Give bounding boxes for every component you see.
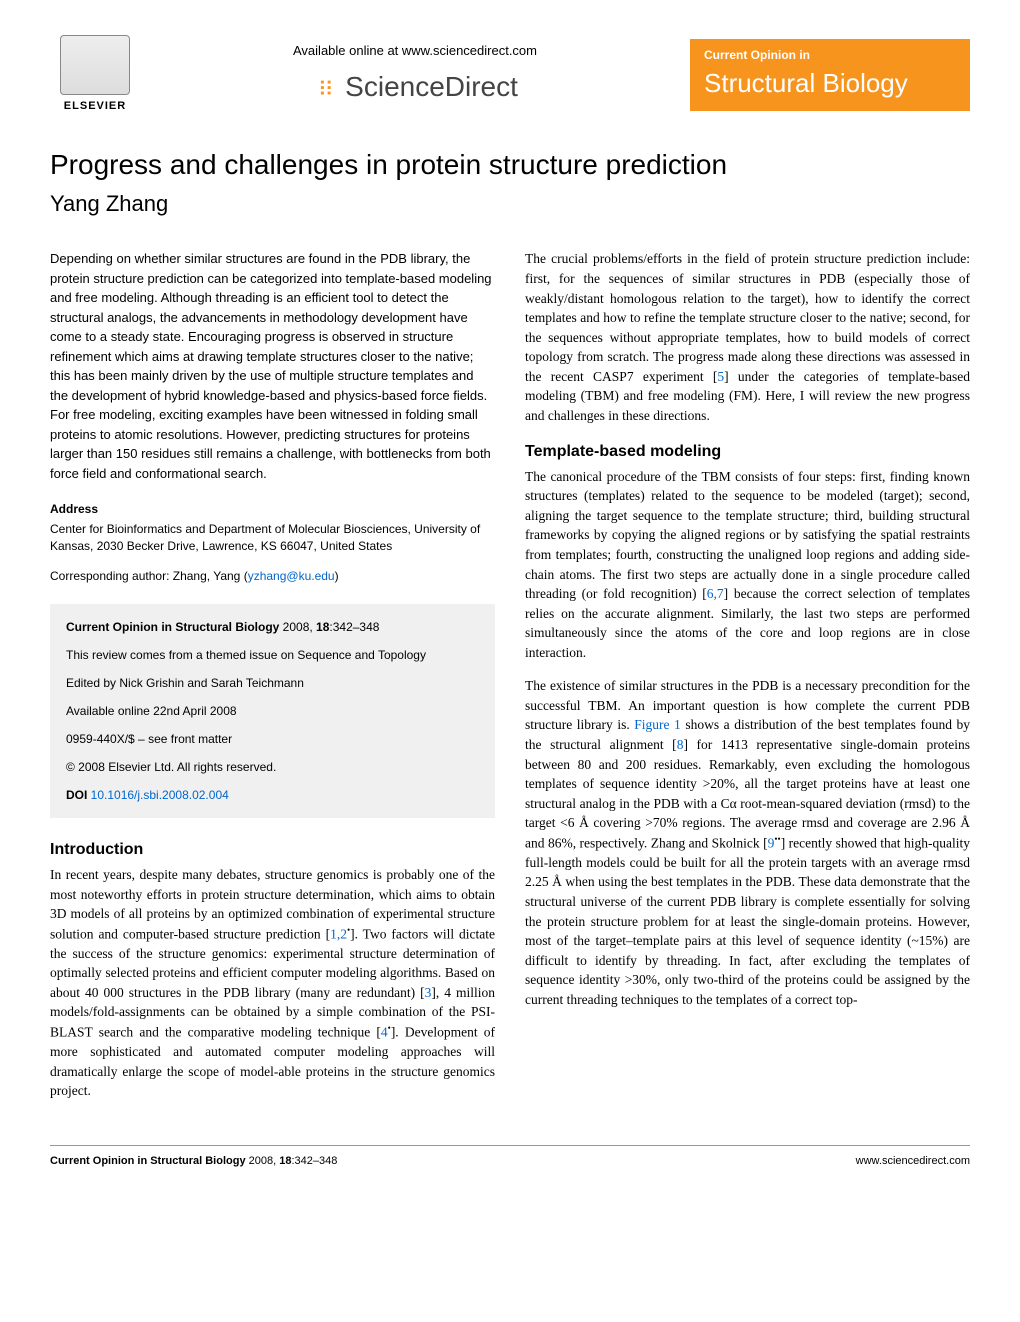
corresponding-author: Corresponding author: Zhang, Yang (yzhan… <box>50 568 495 585</box>
sd-dots-icon: ⠸⠇ <box>312 79 337 101</box>
right-column: The crucial problems/efforts in the fiel… <box>525 249 970 1114</box>
footer-left: Current Opinion in Structural Biology 20… <box>50 1154 337 1170</box>
citation-pages: :342–348 <box>329 620 379 634</box>
abstract-text: Depending on whether similar structures … <box>50 249 495 483</box>
intro-paragraph-1: In recent years, despite many debates, s… <box>50 865 495 1101</box>
doi-line: DOI 10.1016/j.sbi.2008.02.004 <box>66 786 479 804</box>
elsevier-label: ELSEVIER <box>64 99 126 115</box>
left-column: Depending on whether similar structures … <box>50 249 495 1114</box>
corresponding-prefix: Corresponding author: Zhang, Yang ( <box>50 569 248 583</box>
corresponding-suffix: ) <box>335 569 339 583</box>
citation-vol: 18 <box>316 620 329 634</box>
sciencedirect-text: ScienceDirect <box>345 71 518 102</box>
issn-line: 0959-440X/$ – see front matter <box>66 730 479 748</box>
journal-badge-main: Structural Biology <box>704 65 956 103</box>
available-online-date: Available online 22nd April 2008 <box>66 702 479 720</box>
tbm-text-2c: ] for 1413 representative single-domain … <box>525 737 970 850</box>
journal-badge-top: Current Opinion in <box>704 47 956 64</box>
two-column-layout: Depending on whether similar structures … <box>50 249 970 1114</box>
tbm-text-2d: ] recently showed that high-quality full… <box>525 835 970 1007</box>
address-body: Center for Bioinformatics and Department… <box>50 521 495 555</box>
journal-badge: Current Opinion in Structural Biology <box>690 39 970 110</box>
footer-journal: Current Opinion in Structural Biology <box>50 1155 246 1167</box>
citation-info-box: Current Opinion in Structural Biology 20… <box>50 604 495 818</box>
footer-year: 2008, <box>246 1155 280 1167</box>
themed-issue: This review comes from a themed issue on… <box>66 646 479 664</box>
tbm-paragraph-2: The existence of similar structures in t… <box>525 676 970 1009</box>
title-block: Progress and challenges in protein struc… <box>50 145 970 219</box>
ref-4[interactable]: 4 <box>381 1025 388 1040</box>
doi-label: DOI <box>66 788 91 802</box>
citation-year: 2008, <box>279 620 316 634</box>
footer-vol: 18 <box>279 1155 291 1167</box>
ref-6-7[interactable]: 6,7 <box>707 586 724 601</box>
col2-paragraph-1: The crucial problems/efforts in the fiel… <box>525 249 970 425</box>
sciencedirect-block: Available online at www.sciencedirect.co… <box>140 42 690 107</box>
copyright-line: © 2008 Elsevier Ltd. All rights reserved… <box>66 758 479 776</box>
figure-1-link[interactable]: Figure 1 <box>634 717 681 732</box>
editors: Edited by Nick Grishin and Sarah Teichma… <box>66 674 479 692</box>
footer-pages: :342–348 <box>291 1155 337 1167</box>
elsevier-tree-icon <box>60 35 130 95</box>
col2-text-a: The crucial problems/efforts in the fiel… <box>525 251 970 383</box>
citation-journal: Current Opinion in Structural Biology <box>66 620 279 634</box>
doi-link[interactable]: 10.1016/j.sbi.2008.02.004 <box>91 788 229 802</box>
introduction-heading: Introduction <box>50 838 495 861</box>
page-footer: Current Opinion in Structural Biology 20… <box>50 1145 970 1170</box>
tbm-heading: Template-based modeling <box>525 440 970 463</box>
address-heading: Address <box>50 501 495 518</box>
citation-line: Current Opinion in Structural Biology 20… <box>66 618 479 636</box>
available-online-text: Available online at www.sciencedirect.co… <box>140 42 690 61</box>
ref-1-2[interactable]: 1,2 <box>330 926 347 941</box>
footer-right: www.sciencedirect.com <box>856 1154 970 1170</box>
author-name: Yang Zhang <box>50 188 970 220</box>
sciencedirect-logo: ⠸⠇ ScienceDirect <box>140 67 690 108</box>
article-title: Progress and challenges in protein struc… <box>50 145 970 186</box>
page-header: ELSEVIER Available online at www.science… <box>50 30 970 120</box>
tbm-text-1a: The canonical procedure of the TBM consi… <box>525 469 970 601</box>
elsevier-logo: ELSEVIER <box>50 30 140 120</box>
email-link[interactable]: yzhang@ku.edu <box>248 569 335 583</box>
tbm-paragraph-1: The canonical procedure of the TBM consi… <box>525 467 970 663</box>
